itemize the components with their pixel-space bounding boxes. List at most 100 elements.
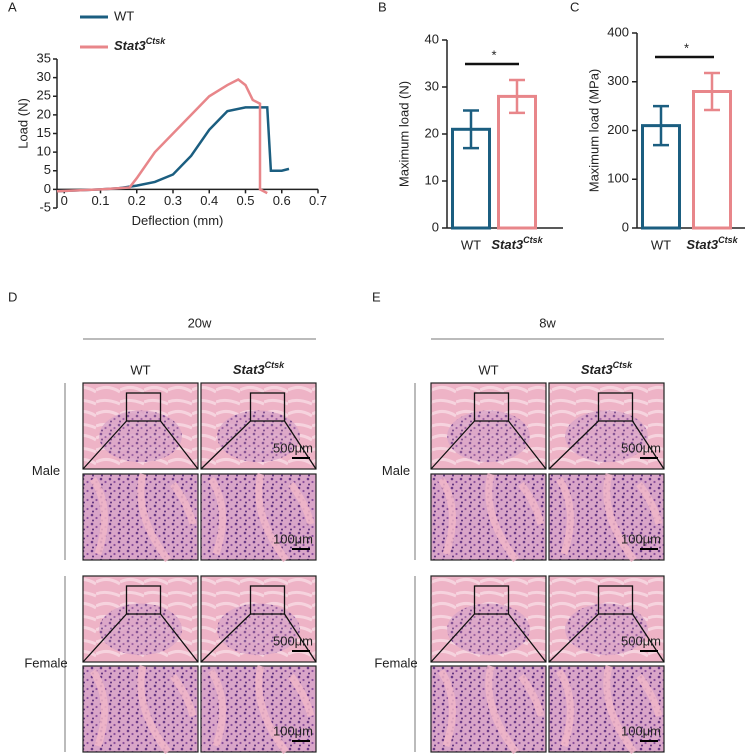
marrow-region bbox=[565, 603, 648, 656]
y-tick-label: 10 bbox=[37, 144, 51, 159]
zoom-lines bbox=[430, 420, 547, 470]
y-tick-label: 100 bbox=[607, 171, 629, 186]
column-label-main: Stat3 bbox=[233, 362, 266, 377]
y-tick-label: 35 bbox=[37, 50, 51, 65]
y-tick-label: 200 bbox=[607, 122, 629, 137]
x-tick-label: 0.4 bbox=[200, 193, 218, 208]
column-label-main: Stat3 bbox=[581, 362, 614, 377]
data-line bbox=[56, 106, 290, 193]
zoom-box bbox=[249, 392, 286, 422]
y-tick-label: 300 bbox=[607, 73, 629, 88]
error-bar bbox=[653, 104, 669, 147]
x-axis-label: Deflection (mm) bbox=[132, 213, 224, 228]
zoom-box bbox=[473, 585, 510, 615]
row-label: Male bbox=[382, 463, 410, 478]
x-tick-label: WT bbox=[651, 237, 671, 252]
x-tick-label: 0 bbox=[61, 193, 68, 208]
y-tick-label: 30 bbox=[425, 78, 439, 93]
row-label: Male bbox=[32, 463, 60, 478]
marrow-region bbox=[99, 410, 182, 463]
column-label: WT bbox=[478, 362, 498, 377]
zoom-lines bbox=[82, 613, 199, 663]
y-tick-label: 5 bbox=[44, 162, 51, 177]
scale-bar-label: 100μm bbox=[273, 531, 313, 546]
trabeculae bbox=[90, 665, 197, 755]
x-tick-label: Stat3Ctsk bbox=[491, 235, 543, 252]
marrow-region bbox=[447, 603, 530, 656]
y-tick-label: -5 bbox=[39, 199, 51, 214]
x-tick-label: 0.3 bbox=[164, 193, 182, 208]
panel-label: A bbox=[8, 0, 17, 14]
trabeculae bbox=[208, 473, 315, 563]
y-tick-label: 20 bbox=[425, 125, 439, 140]
x-tick-label-main: Stat3 bbox=[686, 237, 719, 252]
y-tick-label: 400 bbox=[607, 24, 629, 39]
row-label: Female bbox=[374, 655, 417, 670]
legend-label-sup: Ctsk bbox=[146, 36, 167, 46]
significance-label: * bbox=[684, 40, 689, 55]
x-tick-label: Stat3Ctsk bbox=[686, 235, 738, 252]
zoom-lines bbox=[82, 420, 199, 470]
marrow-region bbox=[217, 410, 300, 463]
zoom-lines bbox=[200, 613, 317, 663]
y-tick-label: 0 bbox=[622, 219, 629, 234]
scale-bar-label: 100μm bbox=[621, 531, 661, 546]
zoom-box bbox=[597, 392, 634, 422]
x-tick-label: 0.7 bbox=[309, 193, 327, 208]
y-tick-label: 25 bbox=[37, 88, 51, 103]
panel-label: E bbox=[372, 289, 381, 304]
marrow-region bbox=[99, 603, 182, 656]
zoom-box bbox=[597, 585, 634, 615]
y-tick-label: 20 bbox=[37, 106, 51, 121]
error-bar bbox=[509, 78, 525, 115]
significance-label: * bbox=[491, 47, 496, 62]
trabeculae bbox=[208, 665, 315, 755]
y-tick-label: 15 bbox=[37, 125, 51, 140]
scale-bar-label: 500μm bbox=[273, 633, 313, 648]
column-label-sup: Ctsk bbox=[613, 360, 634, 370]
scale-bar-label: 500μm bbox=[621, 633, 661, 648]
scale-bar-label: 100μm bbox=[621, 723, 661, 738]
trabeculae bbox=[90, 473, 197, 563]
y-tick-label: 0 bbox=[432, 219, 439, 234]
marrow-region bbox=[565, 410, 648, 463]
bar bbox=[497, 94, 537, 230]
trabeculae bbox=[438, 665, 545, 755]
x-tick-label-sup: Ctsk bbox=[523, 235, 544, 245]
zoom-box bbox=[473, 392, 510, 422]
legend-label: WT bbox=[114, 8, 134, 23]
y-axis-label: Maximum load (MPa) bbox=[586, 69, 601, 193]
age-label: 8w bbox=[539, 315, 556, 330]
row-label: Female bbox=[24, 655, 67, 670]
marrow-region bbox=[447, 410, 530, 463]
trabeculae bbox=[556, 473, 663, 563]
x-tick-label-sup: Ctsk bbox=[718, 235, 739, 245]
data-line bbox=[56, 78, 268, 195]
zoom-lines bbox=[200, 420, 317, 470]
trabeculae bbox=[438, 473, 545, 563]
y-axis-label: Maximum load (N) bbox=[396, 81, 411, 187]
error-bar bbox=[704, 71, 720, 112]
marrow-region bbox=[217, 603, 300, 656]
column-label: Stat3Ctsk bbox=[581, 360, 633, 377]
column-label: Stat3Ctsk bbox=[233, 360, 285, 377]
x-tick-label: 0.2 bbox=[128, 193, 146, 208]
column-label-sup: Ctsk bbox=[265, 360, 286, 370]
panel-label: B bbox=[378, 0, 387, 14]
age-label: 20w bbox=[188, 315, 212, 330]
legend-label: Stat3Ctsk bbox=[114, 36, 166, 53]
y-axis-label: Load (N) bbox=[15, 98, 30, 149]
x-tick-label: 0.5 bbox=[236, 193, 254, 208]
column-label: WT bbox=[130, 362, 150, 377]
y-tick-label: 0 bbox=[44, 181, 51, 196]
panel-label: C bbox=[570, 0, 579, 14]
scale-bar-label: 500μm bbox=[273, 440, 313, 455]
panel-label: D bbox=[8, 289, 17, 304]
scale-bar-label: 100μm bbox=[273, 723, 313, 738]
y-tick-label: 30 bbox=[37, 69, 51, 84]
x-tick-label-main: Stat3 bbox=[491, 237, 524, 252]
error-bar bbox=[463, 109, 479, 150]
x-tick-label: 0.1 bbox=[91, 193, 109, 208]
zoom-box bbox=[125, 585, 162, 615]
